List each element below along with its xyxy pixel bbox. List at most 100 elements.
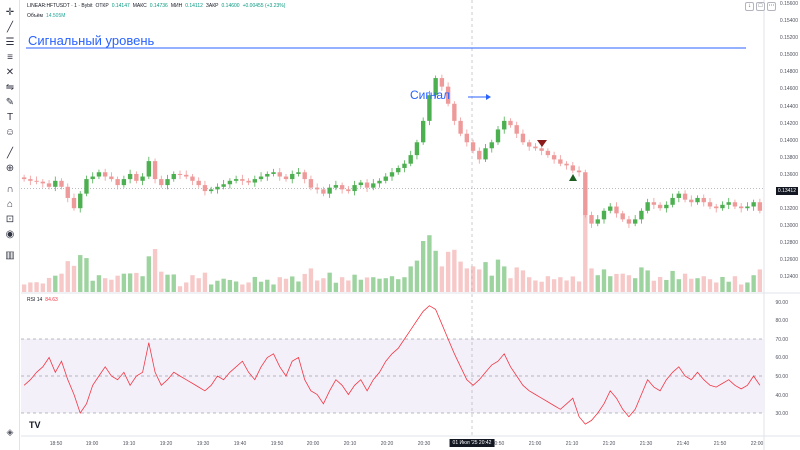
volume-bar <box>202 272 208 292</box>
volume-bar <box>53 275 58 292</box>
brush-icon[interactable]: ✎ <box>5 97 15 108</box>
trash-icon[interactable]: ▥ <box>5 250 15 261</box>
volume-bar <box>171 274 176 292</box>
maximize-icon[interactable]: □ <box>756 2 765 11</box>
trend-line-icon[interactable]: ╱ <box>6 22 14 33</box>
zoom-icon[interactable]: ⊕ <box>5 163 15 174</box>
time-tick-label: 19:30 <box>196 441 210 447</box>
emoji-icon[interactable]: ☺ <box>4 127 16 138</box>
time-tick-label: 18:50 <box>49 441 63 447</box>
candle-body <box>626 219 632 224</box>
candle-body <box>184 174 189 177</box>
high-value: 0.14736 <box>149 3 168 9</box>
volume-bar <box>757 269 763 292</box>
fib-icon[interactable]: ≡ <box>7 52 13 63</box>
candle-body <box>246 180 251 183</box>
volume-bar <box>576 281 582 292</box>
crosshair-icon[interactable]: ✛ <box>5 7 15 18</box>
volume-bar <box>420 241 426 292</box>
candle-body <box>576 170 582 173</box>
volume-bar <box>190 275 195 292</box>
volume-bar <box>96 275 102 292</box>
volume-bar <box>21 284 27 292</box>
eye-icon[interactable]: ◉ <box>5 229 15 240</box>
volume-bar <box>252 276 258 292</box>
volume-bar <box>327 272 332 292</box>
volume-bar <box>371 277 376 292</box>
volume-label[interactable]: Объём <box>27 13 43 19</box>
lock-icon[interactable]: ⊡ <box>5 214 15 225</box>
price-tick-label: 0.13800 <box>779 155 798 161</box>
projection-icon[interactable]: ⇋ <box>5 82 15 93</box>
symbol-name[interactable]: LINEAR:HFTUSDT · 1 · Bybit <box>27 3 93 9</box>
volume-bar <box>46 277 52 292</box>
candle-body <box>358 182 364 186</box>
volume-bar <box>308 268 314 292</box>
volume-bar <box>196 278 201 292</box>
price-tick-label: 0.14600 <box>779 86 798 92</box>
volume-bar <box>732 276 738 292</box>
signal-level-text[interactable]: Сигнальный уровень <box>28 33 155 48</box>
volume-bar <box>177 286 183 292</box>
pattern-icon[interactable]: ✕ <box>5 67 15 78</box>
ruler-icon[interactable]: ╱ <box>6 148 14 159</box>
time-tick-label: 21:00 <box>528 441 542 447</box>
volume-bar <box>601 269 607 292</box>
candle-body <box>314 187 320 190</box>
candle-body <box>65 186 70 198</box>
time-tick-label: 19:50 <box>270 441 284 447</box>
volume-bar <box>140 276 145 292</box>
arrow-down-icon[interactable]: ↓ <box>745 2 754 11</box>
candle-body <box>651 202 657 205</box>
tradingview-logo[interactable]: TV <box>29 420 41 430</box>
candle-body <box>558 159 563 164</box>
current-price-label: 0.13412 <box>775 187 798 195</box>
candle-body <box>701 197 706 203</box>
candle-body <box>121 179 127 186</box>
collapse-icon[interactable]: ◈ <box>6 427 14 437</box>
candle-body <box>202 185 208 192</box>
candle-body <box>221 184 226 187</box>
volume-bar <box>589 268 594 292</box>
candle-body <box>489 142 494 149</box>
volume-bar <box>670 270 675 292</box>
volume-bar <box>364 277 370 292</box>
candle-body <box>601 210 607 220</box>
candle-body <box>21 177 27 180</box>
candle-body <box>290 173 295 180</box>
signal-text[interactable]: Сигнал <box>410 88 451 102</box>
candle-body <box>695 197 700 203</box>
volume-bar <box>34 282 39 292</box>
volume-bar <box>427 235 432 292</box>
volume-bar <box>514 267 519 292</box>
pane-controls: ↓ □ ⋯ <box>745 2 776 11</box>
candle-body <box>296 172 301 174</box>
volume-bar <box>265 279 270 292</box>
candle-body <box>302 172 307 180</box>
price-tick-label: 0.14200 <box>779 121 798 127</box>
text-icon[interactable]: T <box>6 112 14 123</box>
volume-bar <box>682 273 688 292</box>
magnet-icon[interactable]: ∩ <box>6 184 14 195</box>
lock-drawings-icon[interactable]: ⌂ <box>6 199 14 210</box>
settings-icon[interactable]: ⋯ <box>767 2 776 11</box>
candle-body <box>84 179 89 194</box>
chart-canvas[interactable] <box>21 0 800 450</box>
candle-body <box>140 176 145 181</box>
volume-bar <box>240 284 245 292</box>
high-label: МАКС <box>132 3 147 9</box>
candle-body <box>539 148 544 151</box>
rsi-tick-label: 40.00 <box>775 393 788 399</box>
rsi-label[interactable]: RSI 14 <box>27 297 43 303</box>
buy-marker-icon <box>569 174 577 181</box>
candle-body <box>53 180 58 187</box>
chart-area[interactable]: LINEAR:HFTUSDT · 1 · Bybit ОТКР 0.14147 М… <box>21 0 800 450</box>
candle-body <box>732 202 738 207</box>
time-tick-label: 21:40 <box>676 441 690 447</box>
volume-bar <box>402 277 407 292</box>
volume-bar <box>551 279 557 292</box>
horizontal-lines-icon[interactable]: ☰ <box>5 37 15 48</box>
candle-body <box>639 210 644 220</box>
candle-body <box>670 197 675 205</box>
volume-bar <box>452 249 457 292</box>
